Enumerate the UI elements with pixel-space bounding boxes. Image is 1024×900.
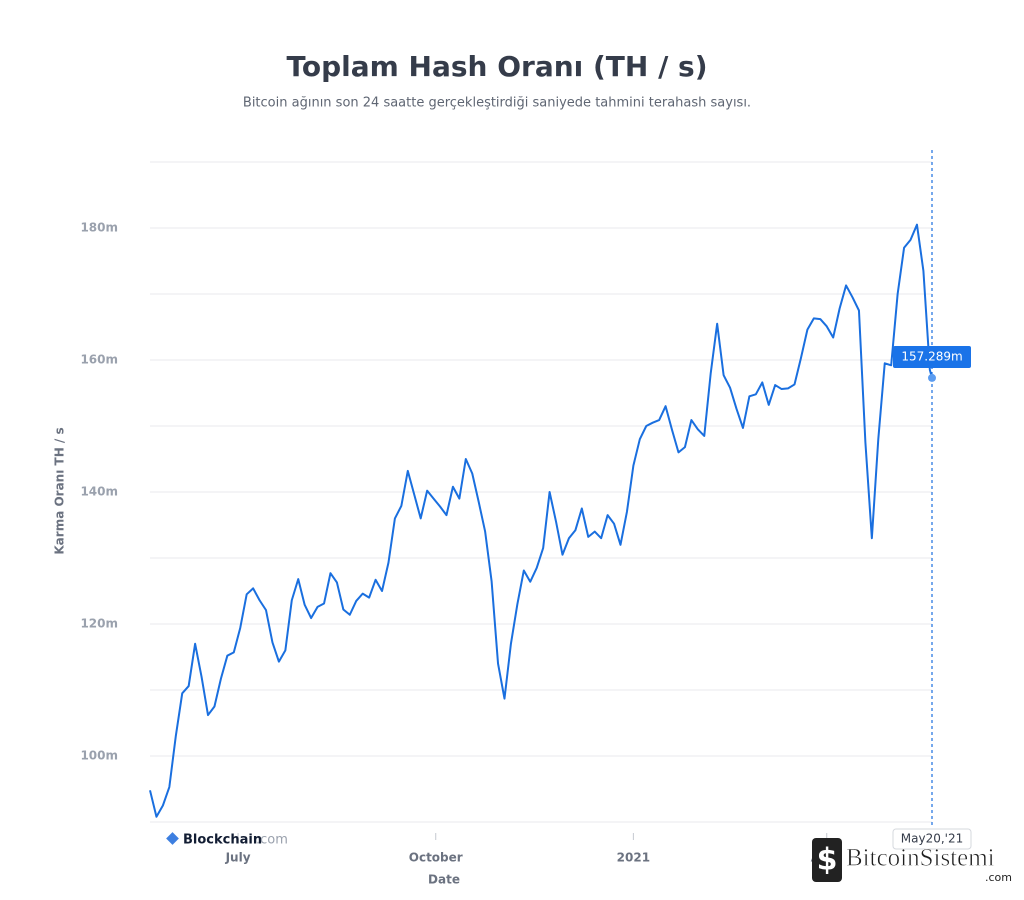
tooltip-box [893,346,971,368]
hover-point [928,373,936,382]
watermark: $ BitcoinSistemi .com [812,838,1012,884]
tooltip-value: 157.289m [901,350,962,364]
logo-brand: Blockchain [183,833,262,848]
watermark-suffix: .com [985,871,1012,884]
y-tick-label: 140m [80,485,118,499]
y-tick-label: 160m [80,353,118,367]
x-tick-label: October [409,851,463,865]
logo: Blockchain .com [166,832,288,848]
grid [150,161,932,823]
watermark-icon [812,838,842,882]
x-tick-label: July [225,851,251,865]
watermark-name: BitcoinSistemi [846,845,995,872]
x-axis-label: Date [428,873,460,887]
watermark-icon-glyph: $ [817,843,838,878]
logo-suffix: .com [256,833,288,848]
y-tick-label: 120m [80,617,118,631]
x-tick-label: 2021 [617,851,650,865]
line-series [149,223,933,818]
y-tick-label: 100m [80,749,118,763]
tooltip-date-box [892,828,972,850]
logo-icon [166,832,179,845]
y-axis-label: Karma Oranı TH / s [53,427,67,554]
chart-subtitle: Bitcoin ağının son 24 saatte gerçekleşti… [243,96,751,111]
chart-title: Toplam Hash Oranı (TH / s) [286,50,707,83]
y-tick-label: 180m [80,221,118,235]
tooltip-date: May20,'21 [901,832,963,846]
